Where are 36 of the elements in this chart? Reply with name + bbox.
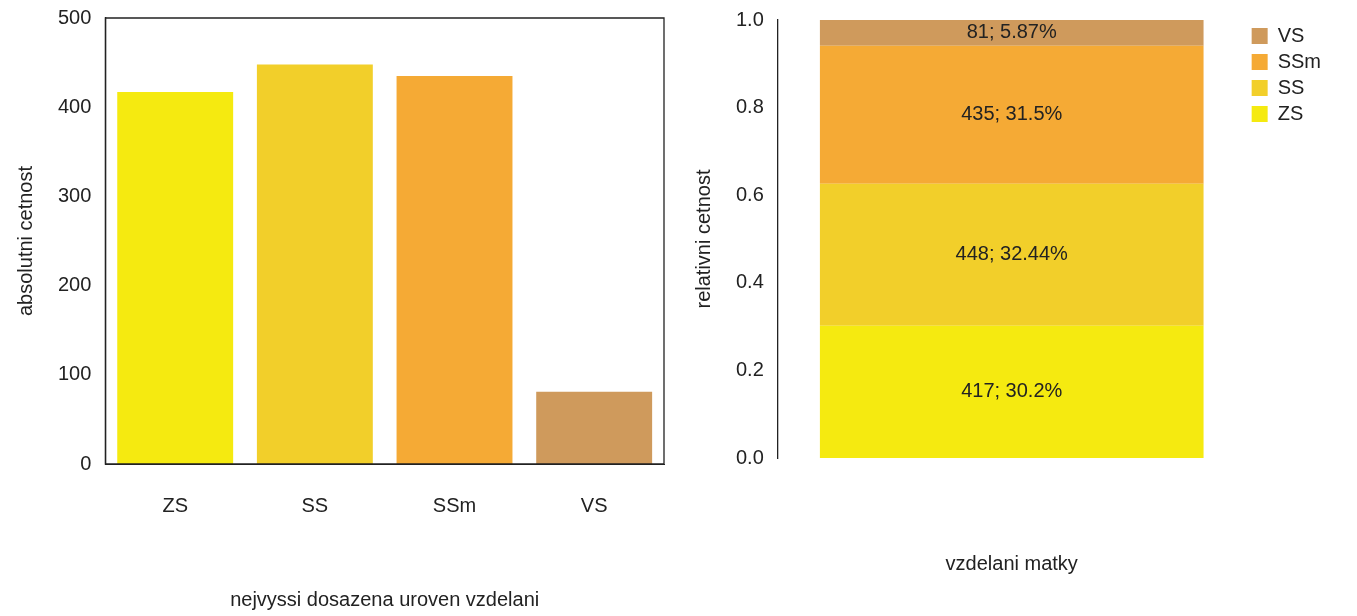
- y-tick-label: 200: [57, 273, 92, 296]
- data-label: 417; 30.2%: [961, 379, 1063, 402]
- y-tick-label: 0.4: [735, 270, 764, 293]
- y-tick-label: 0: [80, 451, 92, 474]
- legend-label: VS: [1277, 23, 1305, 46]
- bar: [536, 391, 653, 464]
- bar: [819, 325, 1204, 458]
- y-tick-label: 1.0: [735, 7, 764, 30]
- y-axis-title: relativni cetnost: [691, 169, 714, 309]
- bar: [819, 20, 1204, 46]
- y-tick-label: 500: [57, 5, 92, 28]
- bar: [256, 64, 373, 464]
- y-tick-label: 0.6: [735, 182, 764, 205]
- y-tick-label: 300: [57, 183, 92, 206]
- data-label: 435; 31.5%: [961, 102, 1063, 125]
- data-label: 81; 5.87%: [966, 20, 1057, 43]
- x-tick-label: VS: [580, 493, 608, 516]
- data-label: 448; 32.44%: [955, 242, 1069, 265]
- x-tick-label: SS: [301, 493, 329, 516]
- x-axis-title: nejvyssi dosazena uroven vzdelani: [230, 587, 540, 610]
- bar: [819, 183, 1204, 326]
- x-tick-label: ZS: [162, 493, 188, 516]
- y-tick-label: 100: [57, 362, 92, 385]
- legend-label: SSm: [1277, 49, 1321, 72]
- bar: [819, 45, 1204, 184]
- legend-label: SS: [1277, 75, 1305, 98]
- y-tick-label: 0.2: [735, 357, 764, 380]
- bar: [396, 75, 513, 464]
- y-tick-label: 0.8: [735, 95, 764, 118]
- y-tick-label: 0.0: [735, 445, 764, 468]
- x-axis-title: vzdelani matky: [945, 551, 1078, 574]
- x-tick-label: SSm: [432, 493, 477, 516]
- bar: [117, 92, 234, 464]
- y-tick-label: 400: [57, 94, 92, 117]
- y-axis-title: absolutni cetnost: [13, 165, 36, 317]
- legend-label: ZS: [1277, 101, 1304, 124]
